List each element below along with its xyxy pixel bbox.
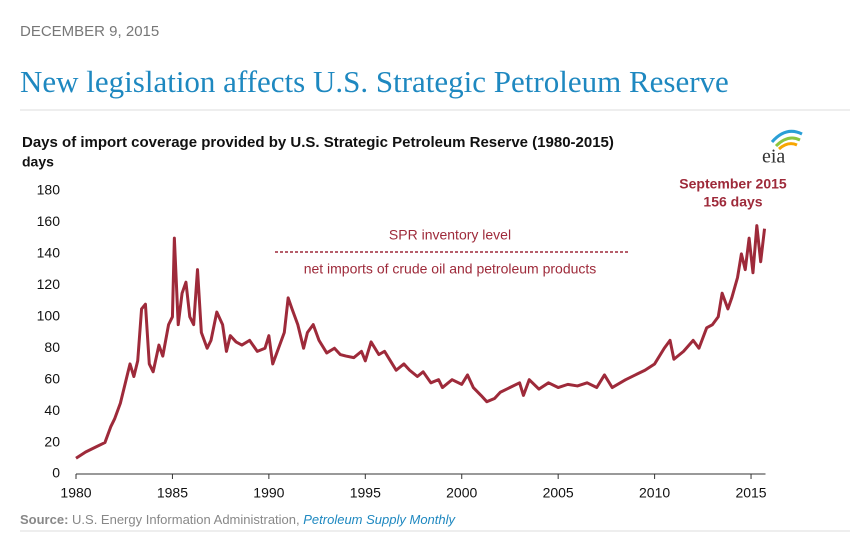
source: Source: U.S. Energy Information Administ… [20,512,457,527]
y-axis-label: days [22,154,54,170]
y-tick-label: 140 [37,245,61,261]
chart-title: Days of import coverage provided by U.S.… [22,134,614,151]
y-tick-label: 40 [44,402,60,418]
source-label: Source: [20,512,68,527]
logo: eia [762,129,803,168]
x-tick-label: 1995 [350,485,381,501]
x-tick-label: 1980 [60,485,91,501]
y-tick-label: 120 [37,276,61,292]
x-tick-label: 1990 [253,485,284,501]
x-tick-label: 2010 [639,485,670,501]
y-tick-label: 20 [44,433,60,449]
y-tick-label: 80 [44,339,60,355]
headline: New legislation affects U.S. Strategic P… [20,64,729,99]
line [75,224,767,460]
y-tick-label: 0 [52,465,60,481]
annotation: September 2015 [679,176,787,192]
y-tick-label: 160 [37,213,61,229]
annotation: SPR inventory level [389,227,511,243]
y-tick-label: 60 [44,370,60,386]
y-tick-label: 180 [37,182,61,198]
x-tick-label: 2015 [735,485,766,501]
date: DECEMBER 9, 2015 [20,23,159,40]
source-link[interactable]: Petroleum Supply Monthly [303,512,456,527]
source-text: U.S. Energy Information Administration, [72,512,300,527]
x-tick-label: 2005 [543,485,574,501]
annotation: net imports of crude oil and petroleum p… [304,261,597,277]
logo-text: eia [762,146,785,168]
x-tick-label: 2000 [446,485,477,501]
x-tick-label: 1985 [157,485,188,501]
annotation: 156 days [703,194,762,210]
y-tick-label: 100 [37,307,61,323]
